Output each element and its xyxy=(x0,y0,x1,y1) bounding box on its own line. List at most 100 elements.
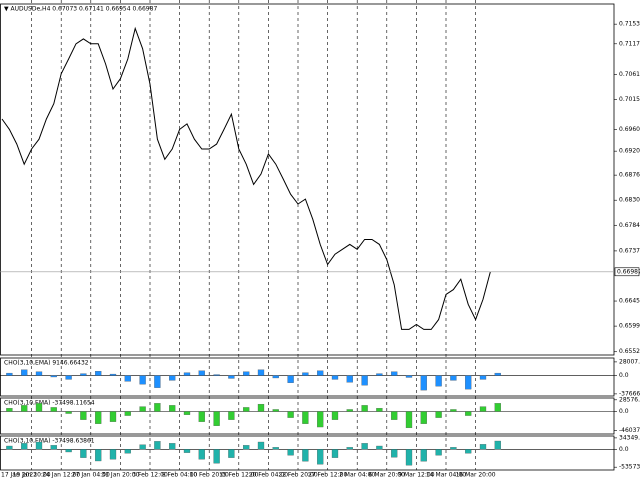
y-tick-label: 0.0 xyxy=(619,372,629,379)
x-tick-label: 16 Mar 20:00 xyxy=(456,472,496,479)
histogram-bar xyxy=(361,375,368,386)
x-tick-label: 9 Mar 12:00 xyxy=(398,472,434,479)
histogram-bar xyxy=(272,447,279,450)
histogram-bar xyxy=(21,405,28,412)
x-tick-label: 19 Jan 20:00 xyxy=(13,472,51,479)
y-tick-label: 28576.245 xyxy=(619,396,640,403)
histogram-bar xyxy=(139,444,146,450)
panel-frame xyxy=(0,435,615,471)
histogram-bar xyxy=(287,449,294,456)
histogram-bar xyxy=(405,449,413,466)
histogram-bar xyxy=(80,449,87,458)
histogram-bar xyxy=(346,447,353,450)
histogram-bar xyxy=(257,441,265,450)
histogram-bar xyxy=(302,449,309,462)
histogram-bar xyxy=(287,411,294,418)
histogram-bar xyxy=(50,375,57,378)
x-tick-label: 10 Feb 20:00 xyxy=(190,472,230,479)
histogram-bar xyxy=(169,375,176,381)
histogram-bar xyxy=(391,449,398,458)
histogram-bar xyxy=(95,371,102,376)
histogram-bar xyxy=(139,406,146,412)
x-tick-label: 8 Feb 04:00 xyxy=(162,472,198,479)
histogram-bar xyxy=(35,403,43,412)
histogram-bar xyxy=(450,447,457,450)
histogram-bar xyxy=(169,443,176,450)
histogram-bar xyxy=(376,408,383,412)
histogram-bar xyxy=(50,445,57,450)
histogram-bar xyxy=(450,409,457,412)
histogram-bar xyxy=(65,411,72,414)
panel-title: CHO(3,10,EMA) -37498.11654 xyxy=(4,400,95,407)
histogram-bar xyxy=(6,372,13,376)
y-tick-label: -37666.56 xyxy=(619,390,640,397)
histogram-bar xyxy=(183,372,191,376)
x-tick-label: 2 Mar 04:00 xyxy=(339,472,375,479)
histogram-bar xyxy=(228,449,235,458)
histogram-bar xyxy=(243,445,250,450)
y-tick-label: 28007.7 xyxy=(619,358,640,365)
histogram-bar xyxy=(287,375,294,383)
histogram-bar xyxy=(435,411,442,418)
histogram-bar xyxy=(331,449,339,458)
histogram-bar xyxy=(494,403,501,412)
y-tick-label: 0.0 xyxy=(619,408,629,415)
histogram-bar xyxy=(169,405,176,412)
histogram-bar xyxy=(243,371,250,376)
histogram-bar xyxy=(109,411,117,422)
histogram-bar xyxy=(405,375,413,378)
histogram-bar xyxy=(272,409,279,412)
histogram-bar xyxy=(198,411,205,422)
x-tick-label: 15 Feb 12:00 xyxy=(219,472,259,479)
histogram-bar xyxy=(302,411,309,424)
histogram-bar xyxy=(465,449,472,454)
histogram-bar xyxy=(361,443,368,450)
histogram-bar xyxy=(50,407,57,412)
y-tick-label: 0.0 xyxy=(619,446,629,453)
histogram-bar xyxy=(420,411,427,424)
histogram-bar xyxy=(257,403,265,412)
histogram-bar xyxy=(65,375,72,380)
last-price-box xyxy=(614,267,640,277)
histogram-bar xyxy=(35,371,43,376)
x-tick-label: 3 Feb 12:00 xyxy=(132,472,168,479)
histogram-bar xyxy=(391,371,398,376)
histogram-bar xyxy=(198,449,205,460)
x-tick-label: 17 Jan 2023 xyxy=(1,472,37,479)
x-tick-label: 20 Feb 04:00 xyxy=(249,472,289,479)
histogram-bar xyxy=(109,373,117,376)
histogram-bar xyxy=(494,440,501,450)
histogram-bar xyxy=(35,441,43,450)
x-tick-label: 22 Feb 20:00 xyxy=(278,472,318,479)
histogram-bar xyxy=(154,441,161,450)
histogram-bar xyxy=(198,370,205,376)
y-tick-label: 34349.923 xyxy=(619,434,640,441)
panel-frame xyxy=(0,397,615,435)
histogram-bar xyxy=(346,409,353,412)
x-tick-label: 27 Jan 04:00 xyxy=(72,472,110,479)
histogram-bar xyxy=(21,443,28,450)
histogram-bar xyxy=(479,406,487,412)
histogram-bar xyxy=(302,372,309,376)
histogram-bar xyxy=(346,375,353,383)
histogram-bar xyxy=(80,411,87,420)
histogram-bar xyxy=(376,445,383,450)
histogram-bar xyxy=(465,375,472,390)
histogram-bar xyxy=(21,369,28,376)
histogram-bar xyxy=(154,403,161,412)
histogram-bar xyxy=(317,411,324,428)
histogram-bar xyxy=(65,449,72,453)
histogram-bar xyxy=(228,411,235,420)
histogram-bar xyxy=(317,449,324,465)
histogram-bar xyxy=(124,411,131,416)
x-tick-label: 24 Jan 12:00 xyxy=(42,472,80,479)
